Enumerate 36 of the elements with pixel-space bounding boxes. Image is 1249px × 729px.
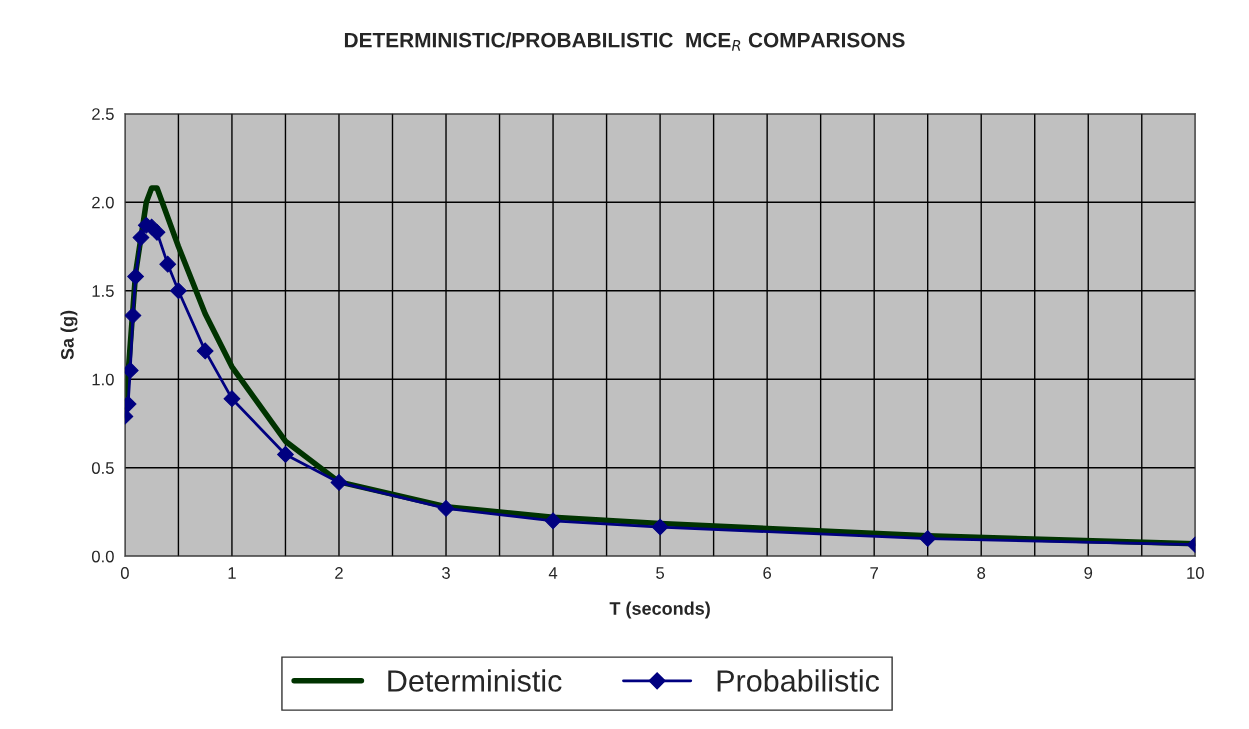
- point: [544, 512, 562, 530]
- x-tick-label: 6: [763, 567, 772, 579]
- x-tick-label: 0: [120, 567, 129, 579]
- x-tick-label: 8: [977, 567, 986, 579]
- y-tick-label: 1.0: [92, 373, 114, 386]
- legend-label: Deterministic: [388, 669, 562, 692]
- x-tick-label: 2: [335, 567, 343, 579]
- point: [159, 255, 177, 273]
- legend-label: Probabilistic: [717, 669, 880, 692]
- point: [437, 500, 455, 517]
- x-axis-title: T (seconds): [609, 601, 710, 619]
- y-tick-label: 1.5: [92, 285, 114, 297]
- y-tick-label: 2.0: [92, 196, 114, 209]
- x-tick-label: 10: [1187, 567, 1204, 579]
- x-tick-label: 9: [1084, 567, 1093, 579]
- y-tick-label: 0.0: [91, 550, 114, 563]
- point: [148, 223, 166, 241]
- point: [170, 282, 187, 300]
- chart-title: DETERMINISTIC/PROBABILISTIC MCE$_{R}$ COMPARISONS: [344, 32, 905, 51]
- point: [651, 518, 669, 536]
- x-tick-label: 3: [442, 567, 450, 579]
- point: [330, 474, 348, 491]
- y-tick-label: 0.5: [91, 462, 114, 474]
- point: [127, 268, 144, 285]
- y-tick-label: 2.5: [92, 108, 114, 120]
- x-tick-label: 1: [228, 567, 236, 579]
- point: [919, 530, 937, 547]
- y-axis-title: Sa (g): [60, 310, 78, 360]
- x-tick-label: 5: [656, 567, 665, 579]
- point: [223, 390, 241, 408]
- point: [124, 307, 142, 324]
- x-tick-label: 4: [548, 567, 558, 579]
- point: [196, 342, 214, 360]
- x-tick-label: 7: [870, 567, 878, 579]
- point: [277, 446, 294, 463]
- point: [132, 229, 150, 246]
